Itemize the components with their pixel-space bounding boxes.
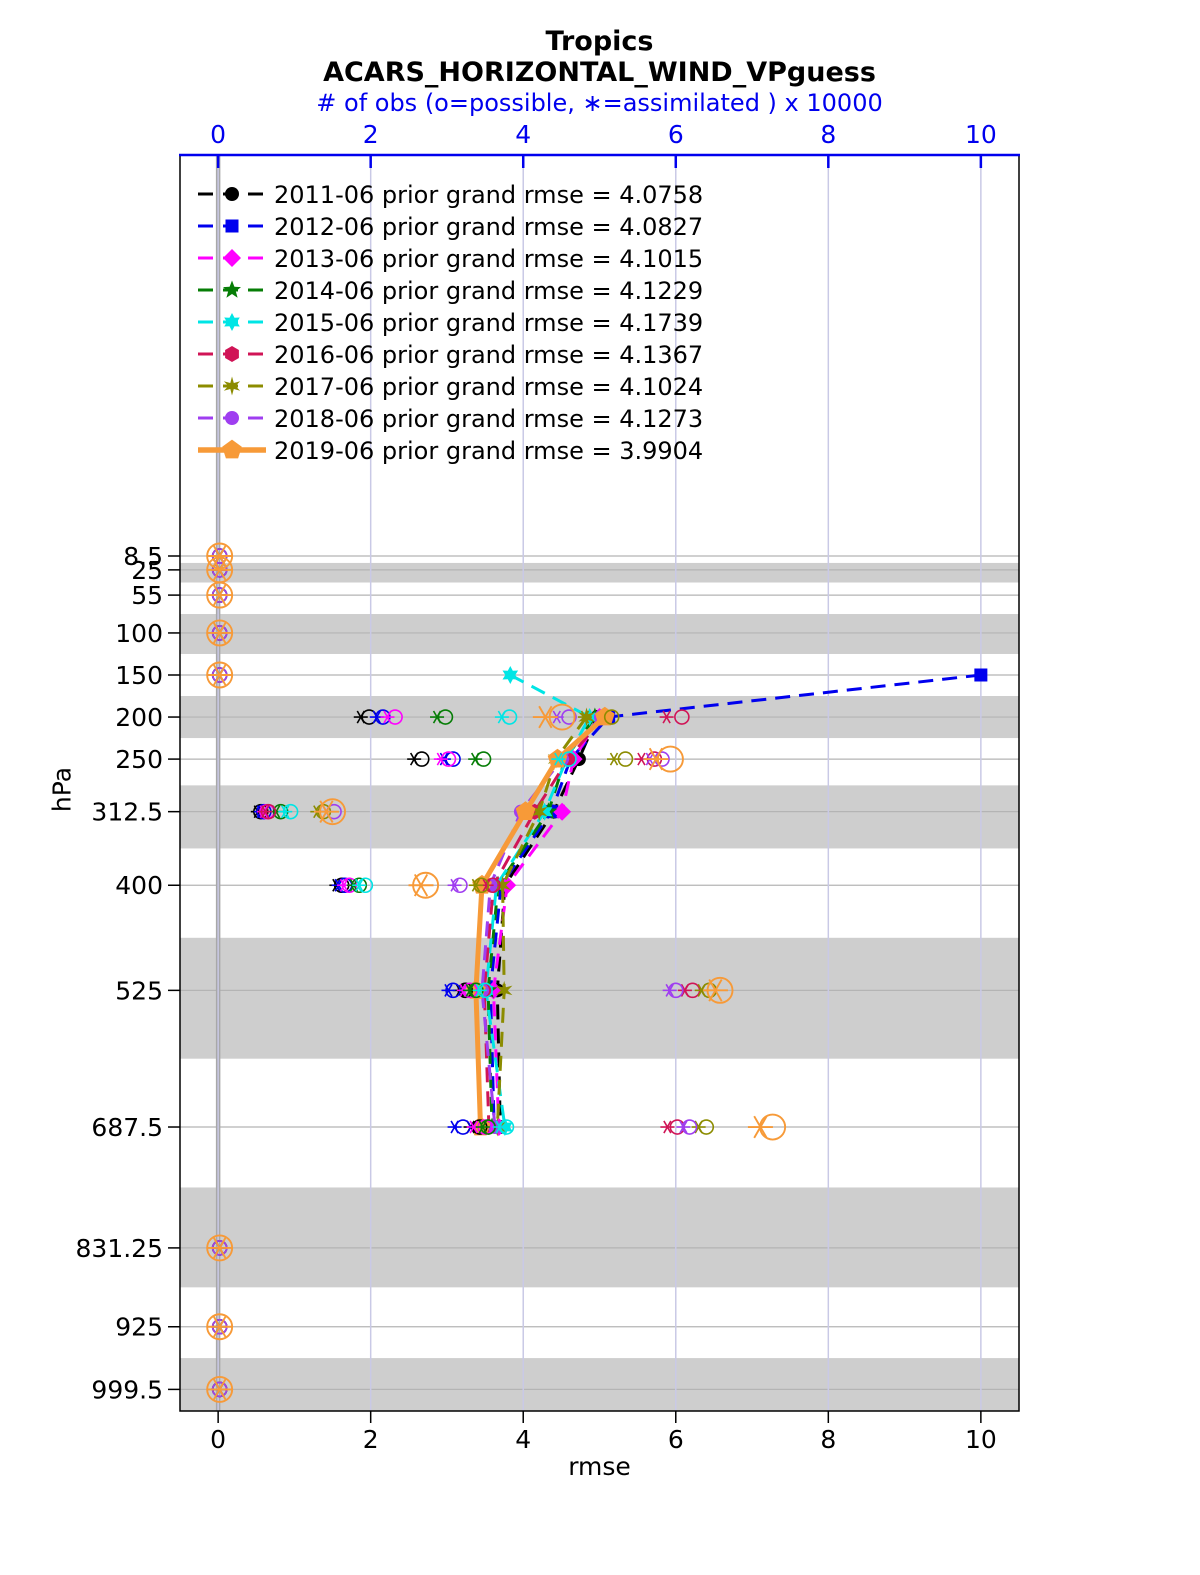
top-axis-label: # of obs (o=possible, ∗=assimilated ) x … [316, 89, 883, 117]
svg-text:100: 100 [115, 619, 163, 648]
svg-text:55: 55 [131, 581, 163, 610]
svg-text:687.5: 687.5 [91, 1113, 163, 1142]
svg-text:0: 0 [210, 1425, 226, 1454]
svg-text:4: 4 [515, 1425, 531, 1454]
svg-text:4: 4 [515, 120, 531, 149]
chart-title: Tropics [545, 26, 654, 57]
svg-text:2017-06 prior grand rmse = 4.1: 2017-06 prior grand rmse = 4.1024 [274, 373, 703, 401]
svg-text:2018-06 prior grand rmse = 4.1: 2018-06 prior grand rmse = 4.1273 [274, 405, 703, 433]
svg-text:2: 2 [363, 1425, 379, 1454]
svg-text:6: 6 [668, 120, 684, 149]
svg-text:10: 10 [965, 120, 997, 149]
chart-subtitle: ACARS_HORIZONTAL_WIND_VPguess [323, 57, 876, 88]
svg-text:999.5: 999.5 [91, 1375, 163, 1404]
svg-text:2012-06 prior grand rmse = 4.0: 2012-06 prior grand rmse = 4.0827 [274, 213, 703, 241]
x-axis-label: rmse [568, 1452, 631, 1481]
svg-text:312.5: 312.5 [91, 798, 163, 827]
svg-text:400: 400 [115, 871, 163, 900]
svg-text:2: 2 [363, 120, 379, 149]
svg-text:831.25: 831.25 [76, 1234, 163, 1263]
svg-text:150: 150 [115, 661, 163, 690]
svg-text:525: 525 [115, 976, 163, 1005]
svg-text:2015-06 prior grand rmse = 4.1: 2015-06 prior grand rmse = 4.1739 [274, 309, 703, 337]
svg-text:2011-06 prior grand rmse = 4.0: 2011-06 prior grand rmse = 4.0758 [274, 181, 703, 209]
obs-count-markers [206, 542, 787, 1403]
legend: 2011-06 prior grand rmse = 4.0758 2012-06… [198, 181, 703, 465]
series-lines [466, 666, 988, 1137]
svg-text:2019-06 prior grand rmse = 3.9: 2019-06 prior grand rmse = 3.9904 [274, 437, 703, 465]
svg-text:8: 8 [820, 120, 836, 149]
horizontal-gridlines [180, 555, 1019, 1391]
svg-text:2014-06 prior grand rmse = 4.1: 2014-06 prior grand rmse = 4.1229 [274, 277, 703, 305]
svg-text:8: 8 [820, 1425, 836, 1454]
svg-text:25: 25 [131, 556, 163, 585]
svg-text:200: 200 [115, 703, 163, 732]
svg-text:250: 250 [115, 745, 163, 774]
svg-text:925: 925 [115, 1313, 163, 1342]
vertical-gridlines [217, 155, 982, 1411]
axes: 0 2 4 6 8 100 2 4 6 8 108.52555100150200250312.540… [76, 120, 1020, 1454]
svg-text:0: 0 [210, 120, 226, 149]
svg-text:6: 6 [668, 1425, 684, 1454]
svg-text:2013-06 prior grand rmse = 4.1: 2013-06 prior grand rmse = 4.1015 [274, 245, 703, 273]
svg-text:2016-06 prior grand rmse = 4.1: 2016-06 prior grand rmse = 4.1367 [274, 341, 703, 369]
gray-bands [180, 562, 1019, 1411]
svg-text:10: 10 [965, 1425, 997, 1454]
svg-text:8.5: 8.5 [123, 542, 163, 571]
